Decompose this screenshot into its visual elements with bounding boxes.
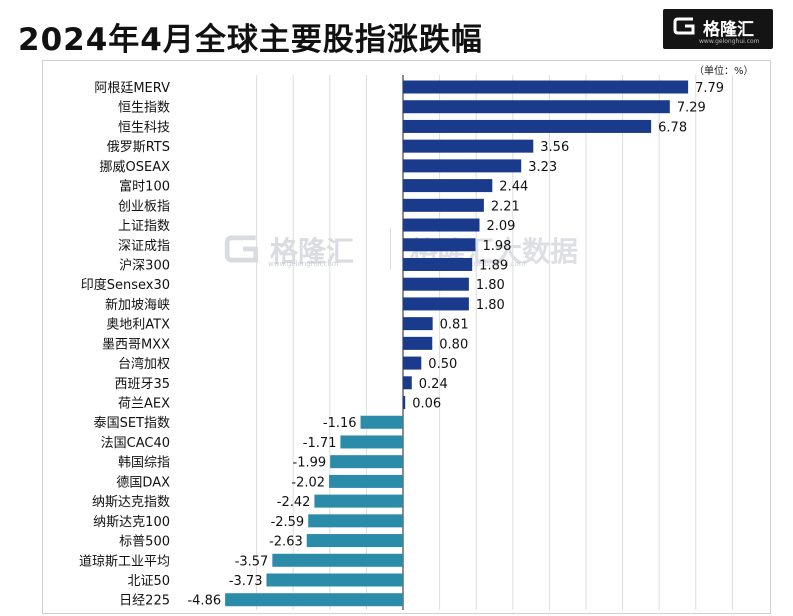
- bar: [403, 139, 534, 153]
- bar: [403, 100, 670, 114]
- category-label: 西班牙35: [114, 377, 170, 392]
- category-label: 深证成指: [118, 239, 170, 254]
- category-label: 韩国综指: [118, 456, 170, 471]
- brand-logo: 格隆汇 www.gelonghui.com: [663, 9, 773, 49]
- bar: [403, 376, 412, 390]
- bar: [314, 494, 403, 508]
- value-label: 1.89: [479, 258, 508, 273]
- value-label: 7.29: [677, 101, 706, 116]
- bar: [340, 435, 403, 449]
- value-label: 1.98: [482, 239, 511, 254]
- category-label: 纳斯达克指数: [92, 495, 170, 510]
- bar: [403, 257, 473, 271]
- bar: [403, 317, 433, 331]
- category-label: 德国DAX: [116, 475, 170, 490]
- bar: [329, 474, 403, 488]
- bar: [403, 179, 493, 193]
- bar: [403, 396, 406, 410]
- value-label: 2.21: [491, 199, 520, 214]
- value-label: 2.09: [486, 219, 515, 234]
- value-label: 0.81: [440, 318, 469, 333]
- category-label: 阿根廷MERV: [94, 81, 170, 96]
- category-label: 印度Sensex30: [81, 277, 170, 293]
- bar: [403, 336, 433, 350]
- value-label: -3.73: [229, 574, 263, 589]
- value-label: 0.24: [419, 377, 448, 392]
- watermark-logo-icon: [224, 235, 259, 263]
- category-label: 法国CAC40: [101, 436, 170, 451]
- bar: [403, 238, 476, 252]
- watermark-divider: [390, 228, 391, 270]
- category-label: 标普500: [119, 535, 170, 550]
- category-label: 富时100: [119, 179, 170, 195]
- bar: [403, 218, 480, 232]
- chart-title: 2024年4月全球主要股指涨跌幅: [18, 22, 483, 58]
- unit-label: （单位：%）: [694, 66, 754, 77]
- category-label: 北证50: [127, 574, 170, 589]
- value-label: 0.50: [428, 357, 457, 372]
- value-label: -1.71: [303, 436, 337, 451]
- bar: [403, 277, 469, 291]
- value-label: 6.78: [658, 120, 687, 135]
- category-label: 沪深300: [119, 257, 170, 273]
- category-label: 日经225: [119, 594, 170, 609]
- logo-text: 格隆汇: [703, 20, 754, 40]
- value-label: 2.44: [499, 180, 528, 195]
- value-label: 3.56: [540, 140, 569, 155]
- category-label: 俄罗斯RTS: [107, 140, 170, 155]
- value-label: -3.57: [235, 554, 269, 569]
- bar: [308, 514, 403, 528]
- category-label: 荷兰AEX: [118, 397, 170, 412]
- bar: [403, 80, 689, 94]
- bar: [403, 198, 484, 212]
- value-label: 3.23: [528, 160, 557, 175]
- value-label: -1.16: [323, 416, 357, 431]
- value-label: -2.59: [271, 515, 305, 530]
- bar: [360, 415, 403, 429]
- bar: [403, 159, 522, 173]
- bar: [306, 534, 403, 548]
- chart-frame: [42, 60, 771, 614]
- watermark-url-bigdata: bigdata.gelonghui.com: [445, 260, 526, 268]
- category-label: 挪威OSEAX: [100, 160, 171, 175]
- category-label: 奥地利ATX: [106, 318, 170, 333]
- category-label: 恒生指数: [118, 101, 170, 116]
- watermark-text: 格隆汇: [270, 235, 355, 268]
- bar: [272, 553, 403, 567]
- category-label: 新加坡海峡: [105, 297, 170, 313]
- bar: [403, 297, 469, 311]
- value-label: -1.99: [293, 456, 327, 471]
- bar: [403, 356, 422, 370]
- category-label: 恒生科技: [118, 120, 170, 135]
- gelonghui-logo-icon: [673, 17, 695, 35]
- value-label: -4.86: [187, 594, 221, 609]
- value-label: 1.80: [476, 298, 505, 313]
- bar: [403, 119, 652, 133]
- value-label: -2.42: [277, 495, 311, 510]
- logo-url: www.gelonghui.com: [699, 38, 760, 45]
- category-label: 道琼斯工业平均: [79, 554, 170, 569]
- category-label: 创业板指: [118, 199, 170, 214]
- value-label: 0.80: [439, 337, 468, 352]
- category-label: 台湾加权: [118, 356, 170, 372]
- value-label: -2.02: [291, 475, 325, 490]
- value-label: 7.79: [695, 81, 724, 96]
- category-label: 墨西哥MXX: [102, 337, 170, 352]
- category-label: 纳斯达克100: [93, 515, 170, 530]
- bar: [266, 573, 403, 587]
- value-label: 0.06: [412, 397, 441, 412]
- category-label: 泰国SET指数: [94, 416, 170, 431]
- value-label: -2.63: [269, 535, 303, 550]
- bar: [330, 455, 403, 469]
- bar: [225, 593, 403, 607]
- watermark-url: www.gelonghui.com: [268, 260, 339, 268]
- value-label: 1.80: [476, 278, 505, 293]
- category-label: 上证指数: [118, 219, 170, 234]
